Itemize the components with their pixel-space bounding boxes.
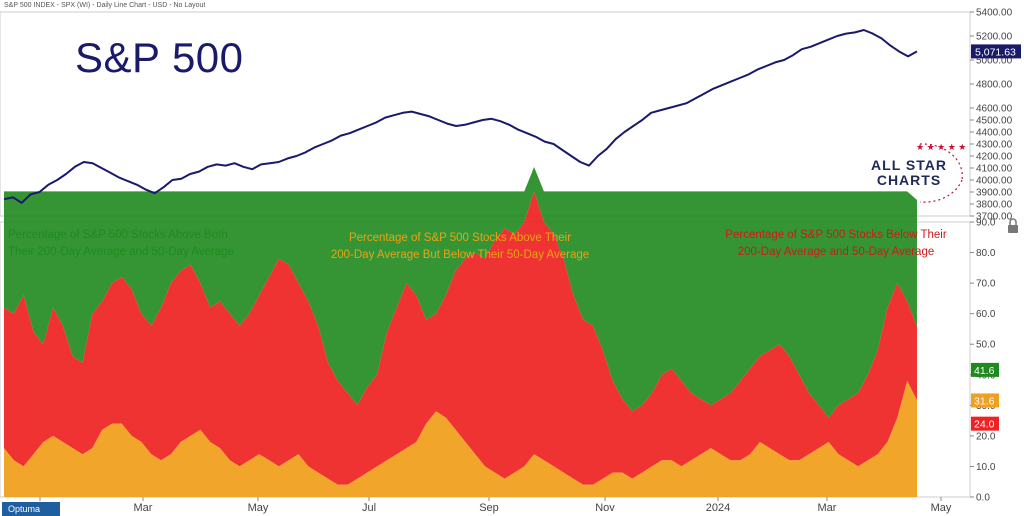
annotation-red-line-2: 200-Day Average and 50-Day Average xyxy=(737,246,935,258)
logo-line-1: ALL STAR xyxy=(871,157,947,173)
annotation-orange: Percentage of S&P 500 Stocks Above Their… xyxy=(330,230,590,264)
bottom-y-tick-label: 80.0 xyxy=(976,248,996,259)
bottom-y-tick-label: 90.0 xyxy=(976,218,996,229)
sp500-last-value-label: 5,071.63 xyxy=(975,46,1016,58)
top-y-tick-label: 4600.00 xyxy=(976,104,1013,115)
annotation-red-line-1: Percentage of S&P 500 Stocks Below Their xyxy=(725,229,947,241)
top-y-tick-label: 4300.00 xyxy=(976,140,1013,151)
sp500-last-value-badge xyxy=(971,44,1021,59)
green-last-value-badge xyxy=(971,362,999,377)
orange-last-value-label: 31.6 xyxy=(974,395,995,407)
sp500-price-line xyxy=(3,29,918,204)
x-tick-label: 2024 xyxy=(706,502,730,514)
page-title: S&P 500 xyxy=(75,34,244,81)
star-ring-icon: ★ ★ ★ ★ ★ xyxy=(916,142,966,203)
top-y-tick-label: 3700.00 xyxy=(976,212,1013,223)
top-y-tick-label: 4500.00 xyxy=(976,116,1013,127)
all-star-charts-logo: ★ ★ ★ ★ ★ ALL STAR CHARTS xyxy=(858,138,973,208)
top-y-tick-label: 5000.00 xyxy=(976,56,1013,67)
area-above-200-below-50 xyxy=(4,380,917,497)
top-y-tick-label: 3800.00 xyxy=(976,200,1013,211)
orange-last-value-badge xyxy=(971,393,999,408)
chart-header: S&P 500 INDEX - SPX (WI) - Daily Line Ch… xyxy=(4,2,206,9)
top-y-tick-label: 4200.00 xyxy=(976,152,1013,163)
area-above-both xyxy=(4,167,917,418)
bottom-y-tick-label: 70.0 xyxy=(976,279,996,290)
top-y-tick-label: 4100.00 xyxy=(976,164,1013,175)
top-y-tick-label: 3900.00 xyxy=(976,188,1013,199)
top-panel-frame xyxy=(0,11,971,217)
top-y-tick-label: 5400.00 xyxy=(976,8,1013,19)
area-below-both xyxy=(4,191,917,485)
logo-line-2: CHARTS xyxy=(876,172,942,188)
x-tick-label: May xyxy=(931,502,952,514)
bottom-y-tick-label: 20.0 xyxy=(976,431,996,442)
bottom-y-tick-label: 60.0 xyxy=(976,309,996,320)
bottom-y-tick-label: 0.0 xyxy=(976,493,990,504)
x-tick-label: Jul xyxy=(362,502,376,514)
svg-text:★ ★ ★ ★ ★: ★ ★ ★ ★ ★ xyxy=(916,142,966,152)
x-tick-label: Mar xyxy=(134,502,153,514)
annotation-green-line-2: Their 200-Day Average and 50-Day Average xyxy=(8,246,234,258)
annotation-red: Percentage of S&P 500 Stocks Below Their… xyxy=(725,227,947,261)
green-last-value-label: 41.6 xyxy=(974,365,995,377)
x-tick-label: Mar xyxy=(818,502,837,514)
bottom-y-tick-label: 10.0 xyxy=(976,462,996,473)
top-y-tick-label: 4000.00 xyxy=(976,176,1013,187)
red-last-value-label: 24.0 xyxy=(974,419,995,431)
x-tick-label: Nov xyxy=(595,502,615,514)
top-y-tick-label: 4400.00 xyxy=(976,128,1013,139)
annotation-green-line-1: Percentage of S&P 500 Stocks Above Both xyxy=(8,229,228,241)
red-last-value-badge xyxy=(971,416,999,431)
annotation-green: Percentage of S&P 500 Stocks Above Both … xyxy=(8,227,234,261)
x-tick-label: Sep xyxy=(479,502,499,514)
annotation-orange-line-1: Percentage of S&P 500 Stocks Above Their xyxy=(348,232,572,244)
top-y-tick-label: 5200.00 xyxy=(976,32,1013,43)
optuma-brand: Optuma xyxy=(2,502,60,516)
lock-icon xyxy=(1008,218,1018,233)
bottom-y-tick-label: 50.0 xyxy=(976,340,996,351)
top-y-tick-label: 4800.00 xyxy=(976,80,1013,91)
x-tick-label: May xyxy=(248,502,269,514)
annotation-orange-line-2: 200-Day Average But Below Their 50-Day A… xyxy=(330,249,590,261)
